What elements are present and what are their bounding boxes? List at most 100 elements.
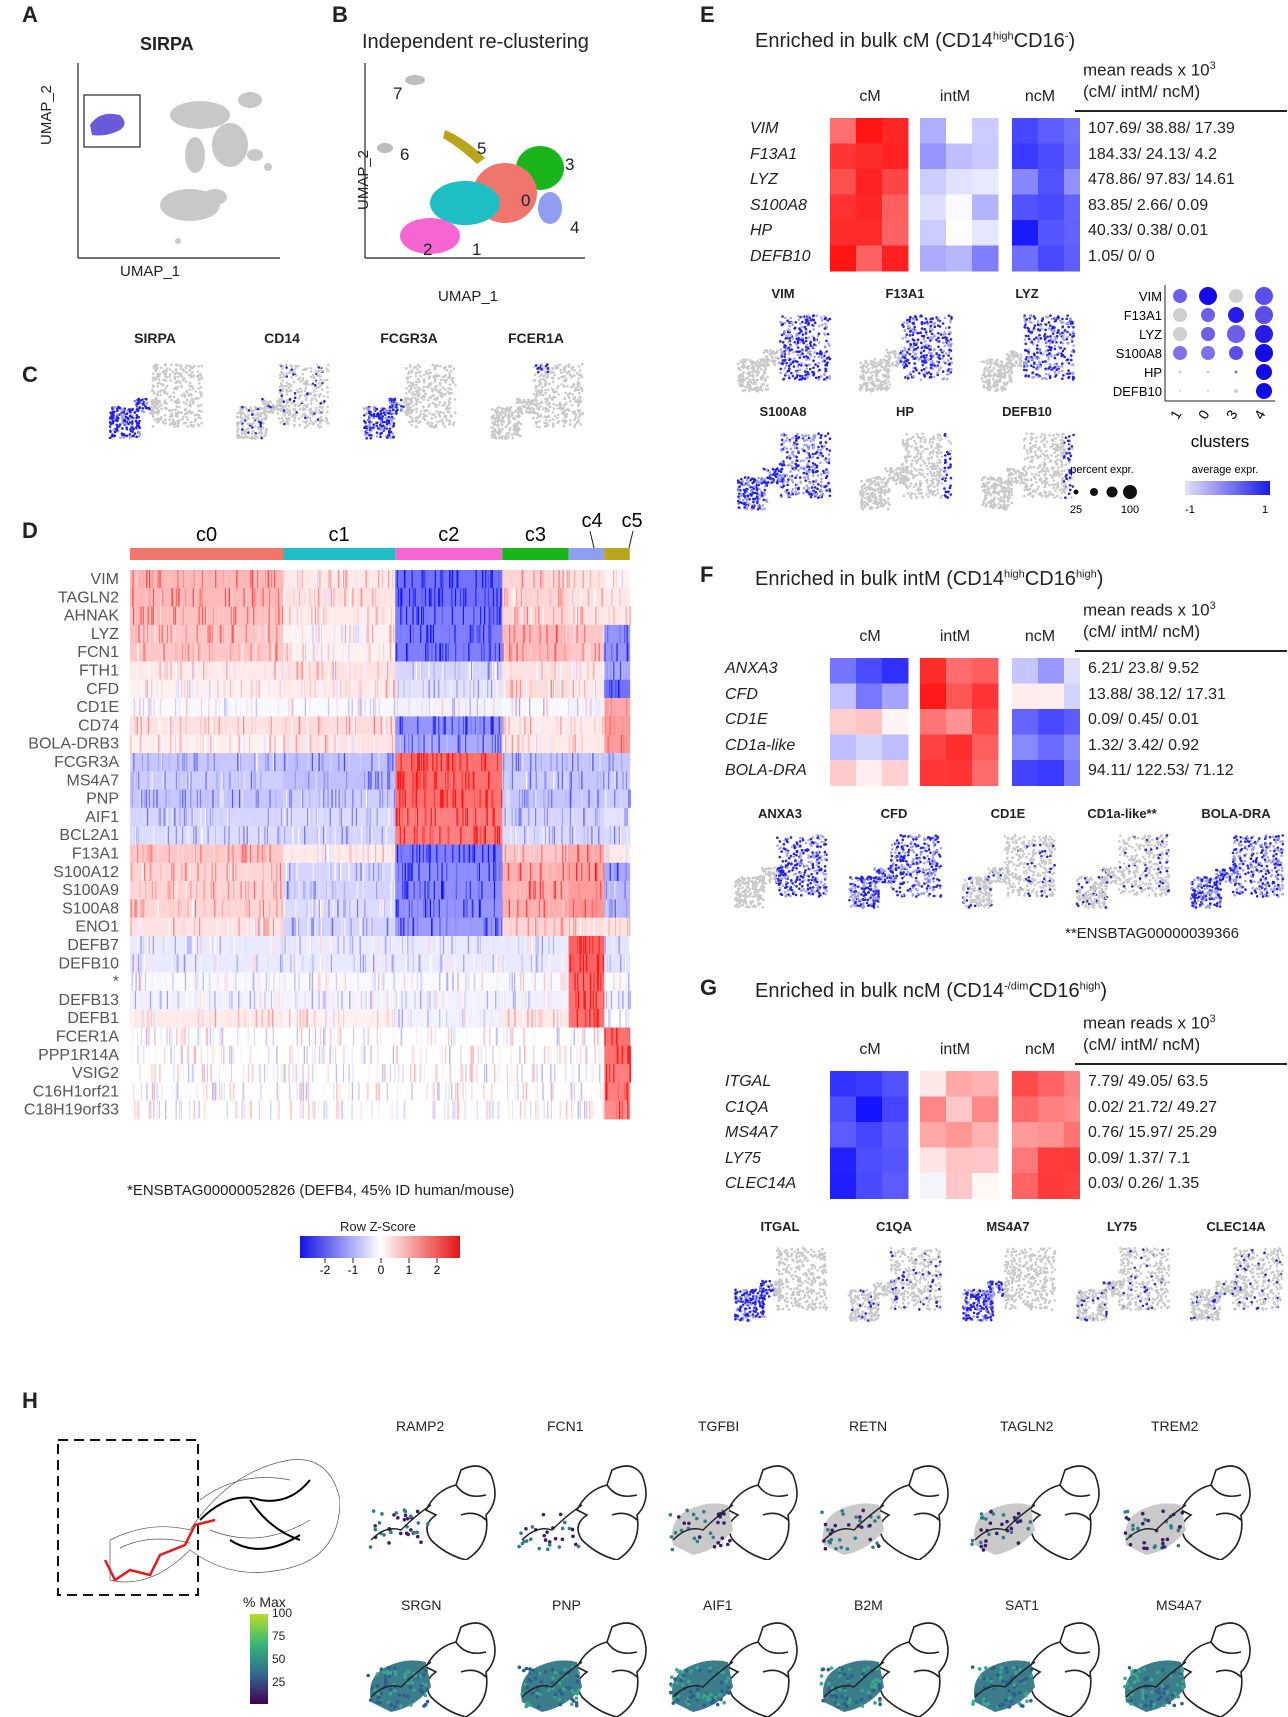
e-gene-1: F13A1 [750,145,798,163]
f-gene-3: CD1a-like [725,736,796,754]
dotplot-cluster-3: 4 [1251,407,1269,422]
heatmap-gene-1: TAGLN2 [58,589,119,606]
dot-1-1 [1201,308,1215,322]
f-means-4: 94.11/ 122.53/ 71.12 [1088,762,1234,779]
g-means-header: mean reads x 103 [1083,1013,1216,1033]
h-title-row1-2: TGFBI [698,1418,740,1434]
heatmap-gene-19: ENO1 [75,919,119,936]
heatmap-gene-7: CD1E [76,699,119,716]
g-heat-table [830,1071,1080,1199]
f-gene-4: BOLA-DRA [725,762,807,779]
zscore-legend: -2 -1 0 1 2 [300,1236,460,1276]
panel-f-title: Enriched in bulk intM (CD14highCD16high) [755,568,1104,590]
f-means-rule [1075,650,1287,652]
f-umap-2 [961,833,1057,909]
e-means-1: 184.33/ 24.13/ 4.2 [1088,145,1217,163]
panel-e-title: Enriched in bulk cM (CD14highCD16-) [755,30,1076,52]
f-gene-0: ANXA3 [725,660,778,677]
f-gene-2: CD1E [725,711,768,728]
cluster-bar-c5 [604,548,630,560]
dot-0-2 [1229,289,1243,303]
panel-b-xlabel: UMAP_1 [438,288,499,305]
f-umap-title-3: CD1a-like** [1087,805,1157,821]
cluster-label-c3: c3 [525,524,546,546]
f-heat-table [830,658,1080,786]
h-title-row2-4: SAT1 [1005,1597,1039,1613]
avg-tick-min: -1 [1185,504,1195,515]
heatmap-gene-25: FCER1A [56,1029,119,1046]
e-means-subheader: (cM/ intM/ ncM) [1083,82,1201,101]
heatmap-gene-11: MS4A7 [67,772,120,789]
percent-legend-dot-3 [1123,485,1137,499]
dot-0-1 [1199,287,1217,305]
panel-a-umap [77,63,280,259]
dot-1-3 [1255,306,1273,324]
h-title-row2-2: AIF1 [703,1597,733,1613]
heatmap-gene-22: * [113,974,119,991]
g-umap-3 [1076,1246,1171,1322]
g-umap-2 [962,1246,1057,1322]
cluster-6-cells [377,143,393,153]
panel-b-umap [364,63,585,259]
heatmap-gene-10: FCGR3A [54,754,119,771]
pctmax-legend-title: % Max [243,1594,286,1610]
e-gene-3: S100A8 [750,196,807,214]
e-umap-title-4: HP [895,404,915,419]
panel-a-ylabel: UMAP_2 [38,84,55,145]
dotplot-cluster-0: 1 [1167,407,1185,422]
dot-4-3 [1256,364,1272,380]
cluster-7-cells [405,75,425,85]
dot-3-2 [1229,346,1243,360]
f-umap-1 [848,833,943,909]
cluster-label-c2: c2 [438,524,459,546]
dotplot-gene-3: S100A8 [1116,346,1162,361]
e-umap-5 [980,432,1076,511]
dotplot-gene-1: F13A1 [1124,308,1162,323]
g-umap-title-0: ITGAL [760,1218,800,1234]
dot-5-0 [1179,390,1181,392]
e-means-0: 107.69/ 38.88/ 17.39 [1088,120,1235,137]
g-means-rule [1075,1063,1287,1065]
f-means-subheader: (cM/ intM/ ncM) [1083,622,1201,641]
f-gene-1: CFD [725,685,758,703]
f-means-1: 13.88/ 38.12/ 17.31 [1088,685,1226,703]
dot-1-0 [1173,308,1187,322]
h-title-row1-3: RETN [849,1418,888,1434]
f-means-2: 0.09/ 0.45/ 0.01 [1088,711,1200,728]
g-gene-2: MS4A7 [725,1124,778,1141]
h-title-row2-0: SRGN [401,1597,442,1613]
panel-a-letter: A [22,2,38,27]
g-gene-0: ITGAL [725,1073,772,1090]
percent-legend-dot-1 [1090,488,1098,496]
g-gene-3: LY75 [725,1149,761,1167]
e-col-ncm: ncM [1024,88,1056,105]
e-umap-4 [858,432,953,511]
f-means-3: 1.32/ 3.42/ 0.92 [1088,736,1200,754]
f-umap-title-4: BOLA-DRA [1201,805,1271,821]
cluster-label-4: 4 [570,218,580,237]
g-umap-title-2: MS4A7 [986,1218,1030,1234]
heatmap-gene-12: PNP [86,791,119,808]
cluster-label-0: 0 [521,191,531,210]
cluster-bar-c4 [568,548,605,560]
e-umap-title-3: S100A8 [759,404,807,419]
panel-b-letter: B [332,2,348,27]
cluster-bar-c0 [130,548,283,560]
g-umap-1 [847,1246,943,1322]
umap-title-fcgr3a: FCGR3A [380,330,438,346]
h-title-row1-4: TAGLN2 [1000,1418,1054,1434]
percent-legend-dot-0 [1073,489,1079,495]
e-means-2: 478.86/ 97.83/ 14.61 [1088,171,1235,188]
h-title-row1-5: TREM2 [1151,1418,1199,1434]
f-umap-title-1: CFD [880,805,908,821]
h-plot-1-2 [668,1622,798,1717]
cluster-bar-c3 [502,548,569,560]
heatmap-gene-8: CD74 [78,717,119,734]
g-means-subheader: (cM/ intM/ ncM) [1083,1035,1201,1054]
h-plot-1-0 [366,1622,496,1717]
umap-title-fcer1a: FCER1A [507,330,564,346]
dot-5-1 [1207,390,1209,392]
e-means-header: mean reads x 103 [1083,60,1216,80]
cluster-label-6: 6 [400,145,410,164]
cluster-label-c1: c1 [329,524,350,546]
